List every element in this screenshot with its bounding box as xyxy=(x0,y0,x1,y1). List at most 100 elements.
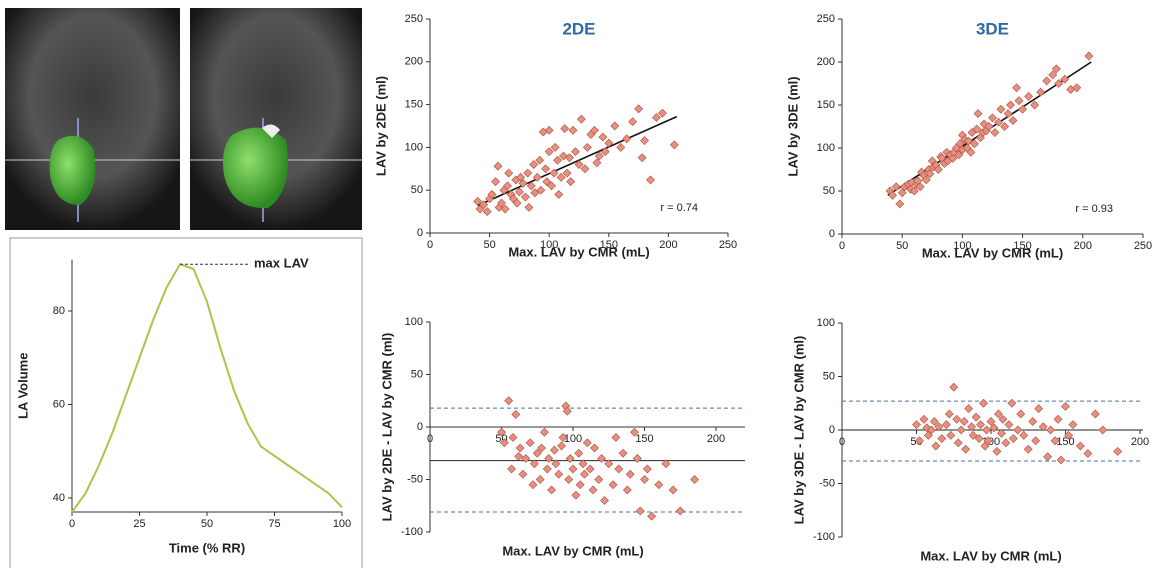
data-point xyxy=(632,454,642,463)
data-point xyxy=(625,469,635,479)
data-point xyxy=(547,485,556,495)
x-tick-label: 100 xyxy=(953,240,971,252)
data-point xyxy=(493,161,503,171)
x-axis-label: Max. LAV by CMR (mL) xyxy=(508,244,649,259)
data-point xyxy=(1028,417,1038,426)
data-point xyxy=(970,139,979,149)
data-point xyxy=(934,422,944,432)
y-tick-label: 50 xyxy=(823,370,835,382)
data-point xyxy=(521,454,531,463)
data-point xyxy=(592,158,602,168)
data-point xyxy=(1003,109,1013,119)
data-point xyxy=(576,114,586,124)
data-point xyxy=(966,147,976,157)
data-point xyxy=(989,423,999,433)
data-point xyxy=(582,438,592,448)
data-point xyxy=(1008,116,1018,125)
y-tick-label: -50 xyxy=(407,473,423,485)
data-point xyxy=(553,155,562,165)
data-point xyxy=(628,117,638,127)
data-point xyxy=(491,177,500,187)
data-point xyxy=(1036,87,1046,97)
data-point xyxy=(992,446,1002,456)
data-point xyxy=(1013,425,1023,435)
data-point xyxy=(1083,449,1093,458)
data-point xyxy=(1007,398,1017,408)
data-point xyxy=(983,436,993,446)
data-point xyxy=(597,454,607,463)
x-tick-label: 25 xyxy=(133,518,145,530)
data-point xyxy=(520,192,530,202)
x-tick-label: 50 xyxy=(483,239,495,251)
x-axis-label: Max. LAV by CMR (mL) xyxy=(502,543,643,558)
data-point xyxy=(529,160,539,169)
data-point xyxy=(1061,402,1070,411)
data-point xyxy=(1000,122,1009,131)
data-point xyxy=(1019,430,1029,440)
y-axis-label: LAV by 3DE (ml) xyxy=(785,76,800,176)
data-point xyxy=(637,153,647,163)
data-point xyxy=(504,396,514,406)
x-tick-label: 200 xyxy=(707,433,725,445)
data-point xyxy=(611,433,621,442)
y-tick-label: 150 xyxy=(817,99,835,111)
data-point xyxy=(528,480,538,490)
data-point xyxy=(608,480,618,490)
y-tick-label: 50 xyxy=(823,185,835,197)
data-point xyxy=(994,409,1003,419)
data-point xyxy=(529,459,539,469)
data-point xyxy=(604,459,614,469)
data-point xyxy=(578,459,588,469)
data-point xyxy=(1113,446,1123,456)
regression-line xyxy=(477,115,678,207)
data-point xyxy=(1038,422,1048,432)
data-point xyxy=(1084,51,1094,61)
data-point xyxy=(937,434,947,443)
y-tick-label: -100 xyxy=(813,531,835,543)
data-point xyxy=(547,181,557,191)
data-point xyxy=(1068,420,1078,430)
data-point xyxy=(646,175,655,185)
data-point xyxy=(1072,83,1082,93)
data-point xyxy=(640,475,649,484)
x-tick-label: 100 xyxy=(564,433,582,445)
data-point xyxy=(998,414,1008,424)
data-point xyxy=(526,181,536,191)
data-point xyxy=(1054,79,1064,88)
x-tick-label: 0 xyxy=(69,518,75,530)
data-point xyxy=(594,475,604,484)
data-point xyxy=(1001,438,1011,448)
data-point xyxy=(915,436,924,446)
data-point xyxy=(982,425,991,435)
x-axis-label: Max. LAV by CMR (mL) xyxy=(920,548,1061,563)
data-point xyxy=(614,464,624,474)
data-point xyxy=(642,464,652,474)
data-point xyxy=(622,485,632,495)
data-point xyxy=(544,147,554,157)
x-axis-label: Time (% RR) xyxy=(169,540,245,555)
data-point xyxy=(571,490,581,500)
data-point xyxy=(967,422,977,432)
data-point xyxy=(963,136,973,146)
y-tick-label: 50 xyxy=(411,184,423,196)
data-point xyxy=(497,198,506,208)
x-tick-label: 100 xyxy=(333,518,351,530)
data-point xyxy=(524,202,534,212)
data-point xyxy=(971,412,981,422)
x-tick-label: 50 xyxy=(201,518,213,530)
data-point xyxy=(915,182,925,192)
data-point xyxy=(473,196,483,206)
data-point xyxy=(933,165,943,174)
y-tick-label: 0 xyxy=(417,421,423,433)
data-point xyxy=(926,425,936,435)
data-point xyxy=(994,117,1003,127)
data-point xyxy=(647,511,657,521)
data-point xyxy=(564,475,574,484)
y-tick-label: 0 xyxy=(829,424,835,436)
data-point xyxy=(590,125,599,135)
chart-title: 3DE xyxy=(976,19,1009,38)
y-tick-label: 0 xyxy=(829,228,835,240)
data-point xyxy=(499,438,509,448)
data-point xyxy=(1006,100,1015,110)
